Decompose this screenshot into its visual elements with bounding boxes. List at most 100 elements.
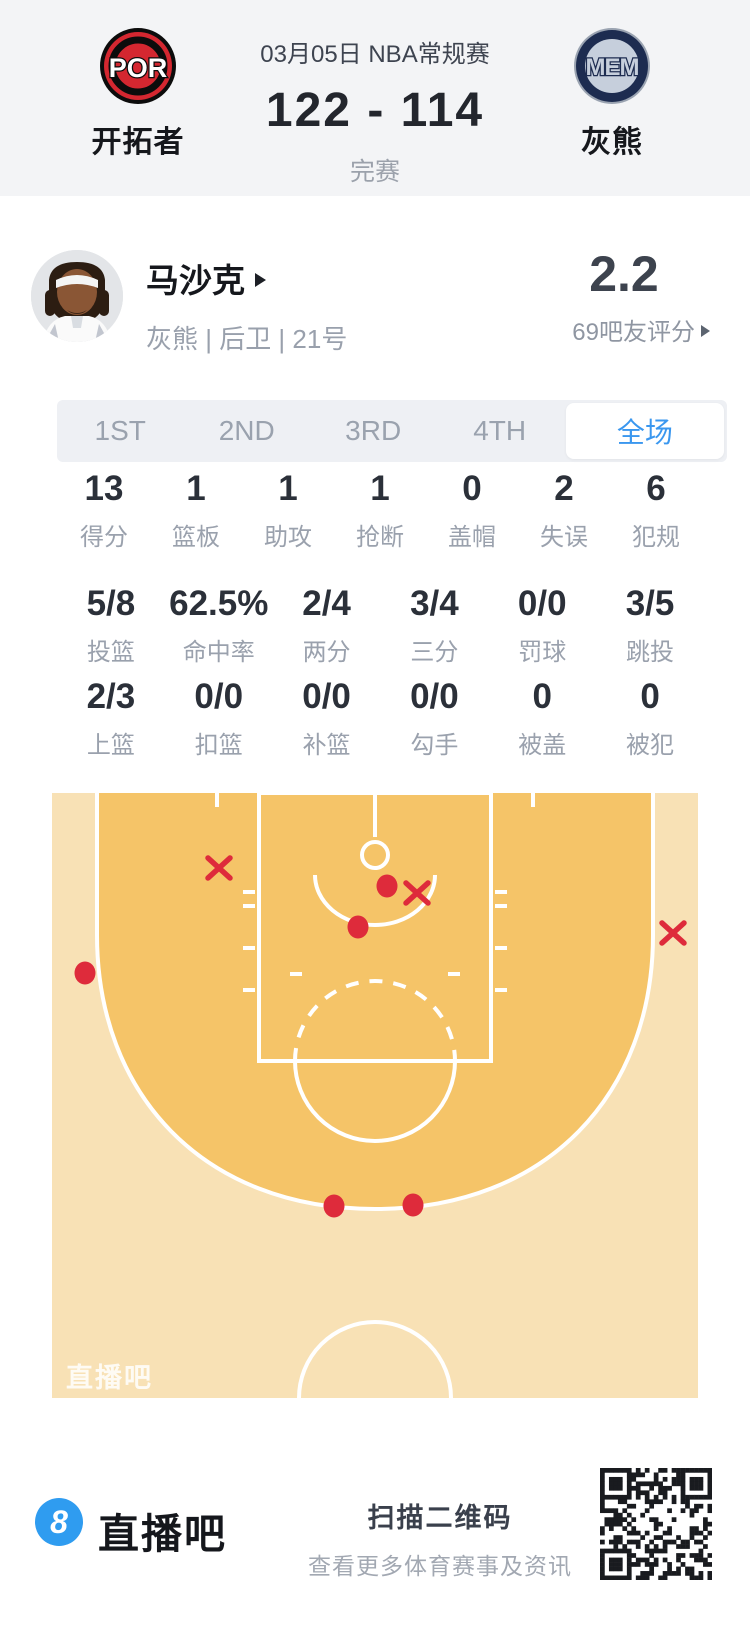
quarter-tabs: 1ST 2ND 3RD 4TH 全场 bbox=[57, 400, 727, 462]
stat-cell: 0/0 补篮 bbox=[273, 678, 381, 760]
stat-cell: 1 抢断 bbox=[334, 470, 426, 552]
qr-title: 扫描二维码 bbox=[367, 1503, 513, 1533]
match-info: 03月05日 NBA常规赛 122 - 114 完赛 bbox=[212, 0, 538, 196]
stat-label: 得分 bbox=[80, 524, 128, 551]
shot-markers bbox=[74, 855, 687, 1218]
shot-chart-court: 直播吧 bbox=[52, 793, 698, 1398]
player-name: 马沙克 bbox=[146, 262, 245, 299]
lane-hash-marks bbox=[215, 793, 535, 992]
stat-cell: 13 得分 bbox=[58, 470, 150, 552]
rating-block[interactable]: 2.2 69吧友评分 bbox=[538, 248, 710, 347]
stat-label: 扣篮 bbox=[194, 732, 243, 759]
stat-cell: 2/3 上篮 bbox=[57, 678, 165, 760]
footer: 8 直播吧 扫描二维码 查看更多体育赛事及资讯 bbox=[0, 1398, 750, 1629]
stat-value: 6 bbox=[646, 469, 666, 508]
stat-label: 罚球 bbox=[518, 639, 567, 666]
qr-text-block: 扫描二维码 查看更多体育赛事及资讯 bbox=[308, 1496, 572, 1581]
home-team[interactable]: POR 开拓者 bbox=[64, 0, 212, 196]
rim-circle bbox=[360, 840, 390, 870]
brand-logo-icon: 8 bbox=[35, 1498, 83, 1546]
stat-value: 2 bbox=[554, 469, 574, 508]
stat-label: 两分 bbox=[302, 639, 351, 666]
three-point-line bbox=[95, 793, 655, 1212]
player-avatar[interactable] bbox=[31, 250, 123, 342]
stat-label: 跳投 bbox=[626, 639, 675, 666]
paint-rect bbox=[257, 793, 493, 1063]
tab-5-全场[interactable]: 全场 bbox=[565, 403, 724, 459]
mem-team-logo-icon: MEM bbox=[574, 28, 650, 104]
stat-cell: 0 被犯 bbox=[596, 678, 704, 760]
shot-miss-icon bbox=[205, 855, 233, 881]
stat-cell: 1 助攻 bbox=[242, 470, 334, 552]
court-lines bbox=[95, 793, 655, 1398]
away-team[interactable]: MEM 灰熊 bbox=[538, 0, 686, 196]
shot-miss-icon bbox=[659, 920, 687, 946]
qr-subtitle: 查看更多体育赛事及资讯 bbox=[308, 1553, 572, 1579]
stat-cell: 6 犯规 bbox=[610, 470, 702, 552]
shot-miss-icon bbox=[403, 880, 431, 906]
stat-label: 篮板 bbox=[172, 524, 220, 551]
match-score: 122 - 114 bbox=[265, 84, 485, 137]
tab-1-1st[interactable]: 1ST bbox=[94, 415, 146, 446]
stat-value: 13 bbox=[84, 469, 124, 508]
match-status: 完赛 bbox=[349, 158, 400, 186]
player-summary: 马沙克 灰熊 | 后卫 | 21号 2.2 69吧友评分 bbox=[0, 248, 750, 358]
svg-text:POR: POR bbox=[109, 53, 168, 83]
stat-cell: 0/0 勾手 bbox=[380, 678, 488, 760]
stat-value: 0/0 bbox=[517, 584, 567, 623]
stat-value: 1 bbox=[370, 469, 390, 508]
stat-cell: 5/8 投篮 bbox=[57, 585, 165, 667]
rating-label: 69吧友评分 bbox=[572, 319, 695, 346]
court-inner-area bbox=[97, 793, 653, 1209]
stat-value: 0/0 bbox=[194, 677, 244, 716]
stat-label: 命中率 bbox=[182, 639, 255, 666]
stat-cell: 0/0 扣篮 bbox=[165, 678, 273, 760]
stat-cell: 2 失误 bbox=[518, 470, 610, 552]
stat-cell: 1 篮板 bbox=[150, 470, 242, 552]
shot-make-icon bbox=[74, 961, 96, 985]
rating-value: 2.2 bbox=[589, 246, 659, 302]
restricted-arc bbox=[313, 874, 437, 927]
stat-label: 勾手 bbox=[410, 732, 459, 759]
tab-4-4th[interactable]: 4TH bbox=[473, 415, 527, 446]
stat-grid: 13 得分 1 篮板 1 助攻 1 抢断 0 盖帽 2 失误 6 犯规 5/8 投篮 62.5% 命中率 2/4 两分… bbox=[0, 470, 750, 770]
stat-value: 0 bbox=[640, 677, 660, 716]
stat-cell: 2/4 两分 bbox=[273, 585, 381, 667]
qr-code bbox=[600, 1468, 712, 1580]
center-circle bbox=[297, 1320, 453, 1398]
rating-arrow-icon bbox=[701, 324, 710, 337]
stat-label: 助攻 bbox=[264, 524, 312, 551]
stat-row-3: 2/3 上篮 0/0 扣篮 0/0 补篮 0/0 勾手 0 被盖 0 被犯 bbox=[57, 678, 704, 760]
stat-cell: 3/5 跳投 bbox=[596, 585, 704, 667]
tab-3-3rd[interactable]: 3RD bbox=[345, 415, 402, 446]
tab-2-2nd[interactable]: 2ND bbox=[218, 415, 275, 446]
stat-cell: 0/0 罚球 bbox=[488, 585, 596, 667]
player-photo-icon bbox=[31, 250, 123, 342]
stat-value: 3/5 bbox=[625, 584, 675, 623]
stat-row-2: 5/8 投篮 62.5% 命中率 2/4 两分 3/4 三分 0/0 罚球 3/5 跳投 bbox=[57, 585, 704, 667]
stat-cell: 62.5% 命中率 bbox=[165, 585, 273, 667]
stat-label: 被犯 bbox=[626, 732, 675, 759]
stat-value: 0/0 bbox=[302, 677, 351, 716]
away-team-name: 灰熊 bbox=[581, 126, 643, 159]
free-throw-circle-top bbox=[293, 979, 457, 1062]
stat-label: 补篮 bbox=[302, 732, 351, 759]
stat-label: 投篮 bbox=[86, 639, 135, 666]
stat-cell: 0 盖帽 bbox=[426, 470, 518, 552]
stat-value: 0 bbox=[532, 677, 552, 716]
stat-value: 3/4 bbox=[410, 584, 459, 623]
stat-label: 被盖 bbox=[518, 732, 567, 759]
expand-arrow-icon bbox=[255, 273, 266, 287]
stat-value: 62.5% bbox=[169, 584, 269, 623]
match-date: 03月05日 NBA常规赛 bbox=[260, 41, 490, 68]
stat-value: 1 bbox=[278, 469, 298, 508]
shot-make-icon bbox=[402, 1193, 424, 1217]
stat-cell: 0 被盖 bbox=[488, 678, 596, 760]
stat-label: 三分 bbox=[410, 639, 459, 666]
stat-label: 盖帽 bbox=[448, 524, 496, 551]
player-main[interactable]: 马沙克 灰熊 | 后卫 | 21号 bbox=[146, 254, 347, 356]
svg-text:MEM: MEM bbox=[586, 54, 639, 81]
stat-value: 1 bbox=[186, 469, 206, 508]
shot-make-icon bbox=[376, 874, 398, 898]
stat-value: 2/4 bbox=[302, 584, 351, 623]
